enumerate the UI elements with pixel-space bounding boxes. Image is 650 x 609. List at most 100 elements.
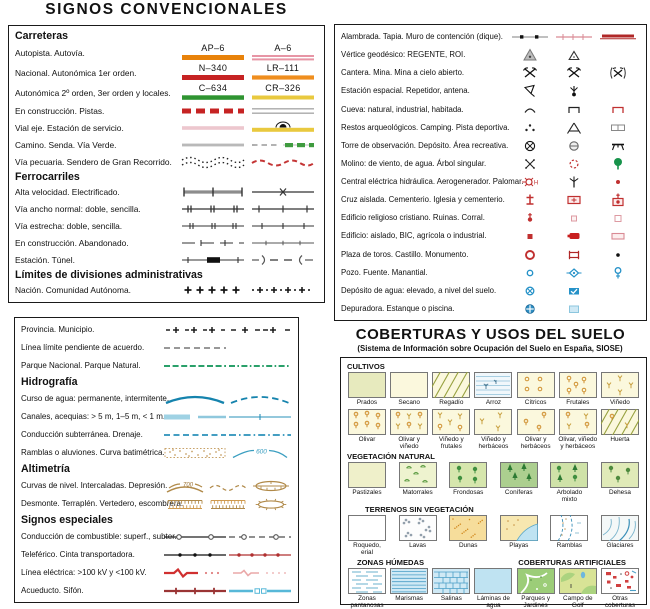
dunas-swatch-icon bbox=[449, 515, 488, 542]
legend-row: Camino. Senda. Vía Verde. bbox=[15, 137, 318, 152]
legend-row: Vial eje. Estación de servicio. bbox=[15, 120, 318, 135]
tile-otras: Otras coberturas bbox=[600, 568, 640, 609]
symbol-cells bbox=[162, 428, 292, 442]
bar-green-icon bbox=[180, 93, 246, 102]
tile-olivar: Olivar bbox=[347, 409, 387, 443]
symbol-cells bbox=[162, 410, 292, 424]
legend-row: Estación. Túnel. bbox=[15, 252, 318, 267]
tile-label: Viñedo bbox=[610, 399, 630, 406]
mine-icon bbox=[565, 65, 583, 80]
tile-playas: Playas bbox=[499, 515, 539, 549]
symbol-cells bbox=[508, 83, 640, 98]
tile-label: Arbolado mixto bbox=[556, 489, 583, 504]
tile-label: Frondosas bbox=[453, 489, 484, 497]
vinedo-swatch-icon bbox=[600, 372, 639, 398]
tile-frutales: Frutales bbox=[558, 372, 598, 406]
symbol-slot bbox=[178, 138, 248, 152]
svg-text:700: 700 bbox=[182, 482, 193, 488]
symbol-slot bbox=[248, 253, 318, 267]
igl-cem-icon bbox=[609, 192, 627, 207]
corral-icon bbox=[609, 210, 627, 225]
landcover-subtitle: (Sistema de Información sobre Ocupación … bbox=[357, 344, 623, 353]
tunnel-icon bbox=[250, 253, 316, 267]
symbol-cells bbox=[162, 392, 292, 406]
symbol-slot bbox=[596, 174, 640, 189]
symbol-slot bbox=[596, 265, 640, 280]
group-header-label: COBERTURAS ARTIFICIALES bbox=[518, 558, 626, 568]
line-pink-icon bbox=[180, 121, 246, 135]
symbol-cells bbox=[178, 121, 318, 135]
rail-ns-icon bbox=[250, 219, 316, 233]
legend-row: Torre de observación. Depósito. Área rec… bbox=[341, 138, 640, 153]
mine-icon bbox=[521, 65, 539, 80]
symbol-slot: C–634 bbox=[178, 83, 248, 102]
symbol-cells bbox=[178, 253, 318, 267]
pantanosas-swatch-icon bbox=[348, 568, 386, 595]
legend-label: Estación espacial. Repetidor, antena. bbox=[341, 86, 470, 96]
roquedo-swatch-icon bbox=[348, 515, 386, 542]
symbol-slot bbox=[508, 65, 552, 80]
tile-roquedo: Roquedo, erial bbox=[347, 515, 387, 556]
elec-h-icon bbox=[162, 566, 228, 580]
legend-row: Alambrada. Tapia. Muro de contención (di… bbox=[341, 29, 640, 44]
tile-label: Parques y Jardines bbox=[521, 595, 551, 609]
symbol-cells bbox=[508, 247, 640, 262]
symbol-slot bbox=[163, 497, 206, 511]
geo-reg-icon bbox=[521, 47, 539, 62]
svg-text:H: H bbox=[534, 181, 538, 187]
legend-label: Vértice geodésico: REGENTE, ROI. bbox=[341, 50, 466, 60]
matorrales-swatch-icon bbox=[398, 462, 437, 489]
symbol-slot bbox=[178, 155, 248, 169]
legend-label: Conducción de combustible: superf., subt… bbox=[21, 532, 177, 541]
legend-row: Canales, acequias: > 5 m, 1–5 m, < 1 m. bbox=[21, 409, 292, 424]
symbol-cells: H bbox=[508, 174, 640, 189]
legend-label: Edificio religioso cristiano. Ruinas. Co… bbox=[341, 213, 485, 223]
desmonte-icon bbox=[165, 497, 205, 511]
tile-label: Matorrales bbox=[402, 489, 433, 497]
symbol-slot bbox=[227, 584, 292, 598]
legend-label: Alambrada. Tapia. Muro de contención (di… bbox=[341, 32, 503, 41]
symbol-slot bbox=[178, 104, 248, 118]
symbol-slot bbox=[227, 410, 292, 424]
group-header-label: CULTIVOS bbox=[347, 362, 385, 371]
symbol-cells bbox=[508, 47, 640, 62]
symbol-slot bbox=[248, 283, 318, 297]
manantial-icon bbox=[609, 265, 627, 280]
road-shield-label: LR–111 bbox=[266, 62, 300, 73]
bar-orange-icon bbox=[180, 53, 246, 62]
symbol-slot bbox=[162, 341, 227, 355]
legend-label: Central eléctrica hidráulica. Aerogenera… bbox=[341, 177, 524, 186]
olv-vin-swatch-icon bbox=[390, 409, 429, 436]
legend-row: Molino: de viento, de agua. Árbol singul… bbox=[341, 156, 640, 171]
tile-label: Coníferas bbox=[504, 489, 533, 497]
legend-row: Provincia. Municipio. bbox=[21, 322, 292, 337]
legend-row: Cantera. Mina. Mina a cielo abierto. bbox=[341, 65, 640, 80]
symbol-slot bbox=[552, 120, 596, 135]
legend-row: Estación espacial. Repetidor, antena. bbox=[341, 83, 640, 98]
tile-label: Marismas bbox=[395, 595, 423, 603]
legend-label: Conducción subterránea. Drenaje. bbox=[21, 430, 143, 439]
legend-label: Provincia. Municipio. bbox=[21, 325, 95, 334]
symbol-slot: N–340 bbox=[178, 62, 248, 82]
symbol-slot bbox=[508, 102, 552, 117]
symbol-slot bbox=[227, 392, 292, 406]
ruinas-icon bbox=[565, 210, 583, 225]
fuel-u-icon bbox=[227, 530, 293, 544]
legend-row: Parque Nacional. Parque Natural. bbox=[21, 358, 292, 373]
road-shield-label: N–340 bbox=[198, 62, 228, 73]
bar-red-icon bbox=[180, 73, 246, 82]
symbol-slot bbox=[552, 192, 596, 207]
symbol-slot: AP–6 bbox=[178, 43, 248, 62]
tile-laminas: Láminas de agua bbox=[473, 568, 513, 609]
tile-label: Huerta bbox=[610, 436, 630, 444]
tile-row: Zonas pantanosas Marismas Salinas Láminas d… bbox=[347, 568, 640, 609]
symbol-slot bbox=[162, 446, 227, 460]
legend-row: Pozo. Fuente. Manantial. bbox=[341, 265, 640, 280]
legend-label: Plaza de toros. Castillo. Monumento. bbox=[341, 249, 469, 259]
tile-label: Pastizales bbox=[352, 489, 382, 497]
arbol-icon bbox=[609, 156, 627, 171]
tile-label: Olivar y herbáceos bbox=[520, 436, 551, 451]
legend-row: Curso de agua: permanente, intermitente. bbox=[21, 391, 292, 406]
symbol-cells bbox=[508, 192, 640, 207]
